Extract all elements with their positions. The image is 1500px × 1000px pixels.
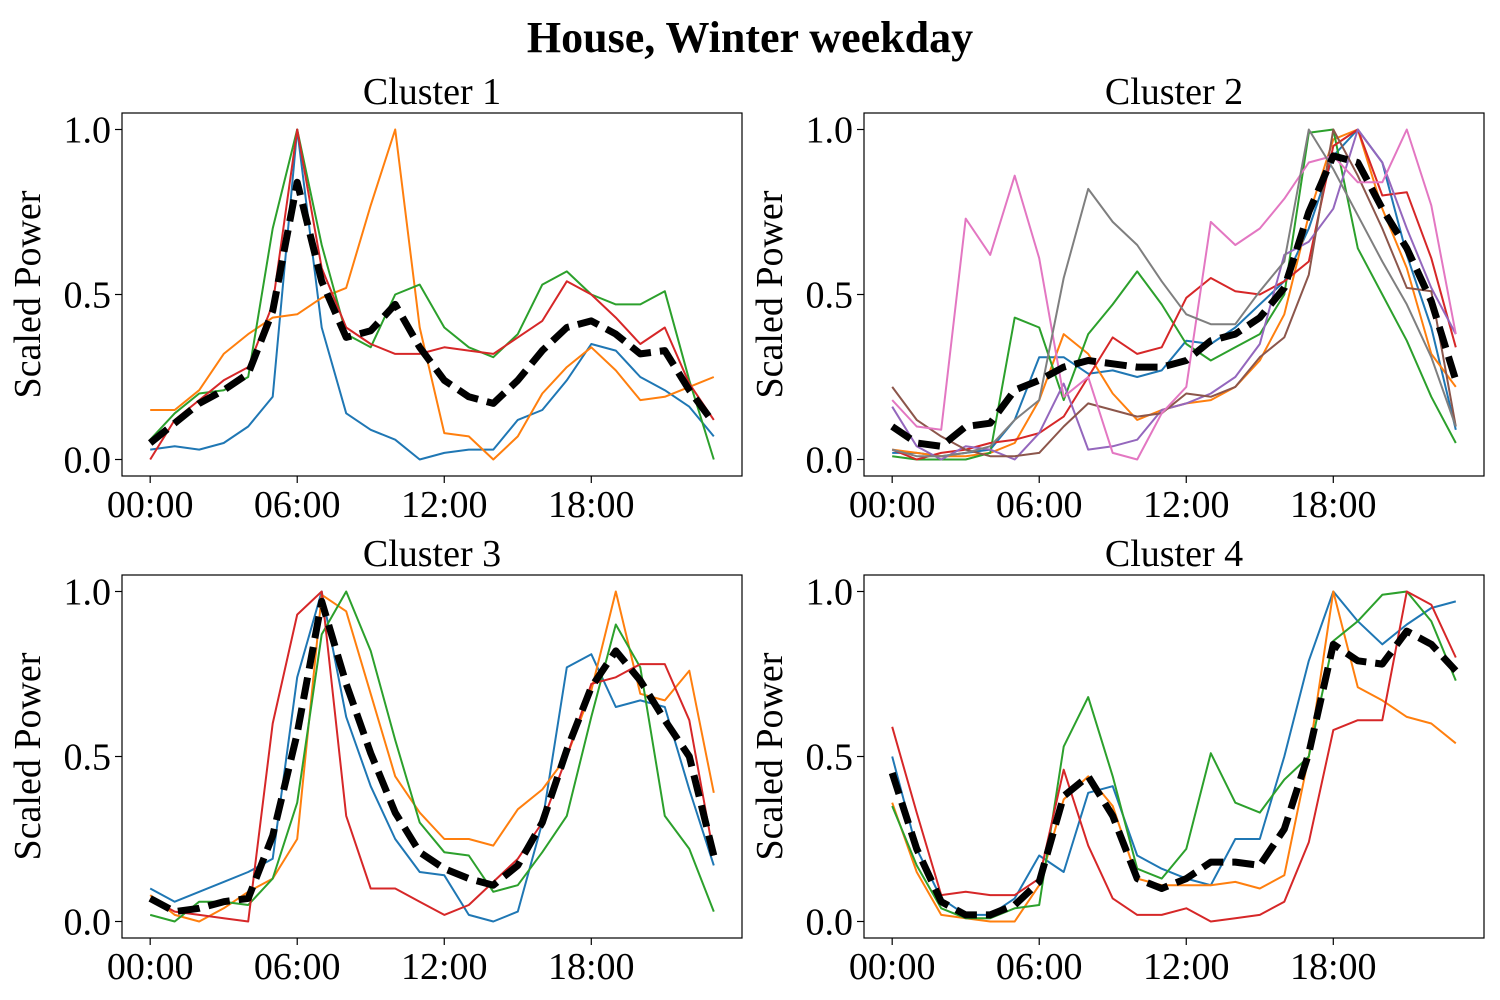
y-axis-label: Scaled Power (7, 190, 49, 398)
chart-title: Cluster 2 (1105, 71, 1243, 113)
y-tick-label: 1.0 (806, 572, 854, 614)
y-tick-label: 1.0 (806, 110, 854, 152)
chart-panel-2: Cluster 2 Scaled Power 0.0 0.5 1.0 00:00 06:00… (749, 71, 1485, 526)
y-axis-label: Scaled Power (749, 190, 791, 398)
y-tick-label: 0.0 (806, 440, 854, 482)
chart-title: Cluster 4 (1105, 533, 1243, 575)
x-tick-label: 00:00 (107, 946, 194, 988)
mean-line (148, 597, 718, 916)
mean-line (148, 178, 717, 446)
y-tick-label: 0.0 (806, 902, 854, 944)
series-line-1 (149, 590, 715, 923)
series-line-6 (891, 128, 1457, 458)
chart-title: Cluster 3 (363, 533, 501, 575)
series-line-3 (149, 128, 715, 460)
x-tick-label: 06:00 (254, 484, 341, 526)
series-line-3 (892, 128, 1457, 461)
x-tick-label: 00:00 (107, 484, 194, 526)
chart-panel-4: Cluster 4 Scaled Power 0.0 0.5 1.0 00:00 06:00… (749, 533, 1485, 988)
y-tick-label: 0.5 (806, 737, 854, 779)
plot-frame (121, 112, 743, 477)
plot-frame (863, 574, 1485, 939)
x-tick-label: 12:00 (401, 946, 488, 988)
chart-panel-1: Cluster 1 Scaled Power 0.0 0.5 1.0 00:00 06:00… (7, 71, 743, 526)
chart-title: Cluster 1 (363, 71, 501, 113)
plot-frame (121, 574, 743, 939)
series-line-3 (891, 590, 1457, 920)
y-tick-label: 1.0 (64, 110, 112, 152)
series-line-2 (150, 128, 715, 461)
x-tick-label: 12:00 (1143, 946, 1230, 988)
series-line-2 (149, 590, 715, 923)
x-tick-label: 18:00 (548, 946, 635, 988)
series-line-1 (891, 590, 1457, 916)
series-line-1 (150, 128, 715, 461)
x-tick-label: 12:00 (401, 484, 488, 526)
y-axis-label: Scaled Power (7, 652, 49, 860)
series-line-2 (891, 590, 1457, 923)
plot-frame (863, 112, 1485, 477)
chart-panel-3: Cluster 3 Scaled Power 0.0 0.5 1.0 00:00 06:00… (7, 533, 743, 988)
x-tick-label: 12:00 (1143, 484, 1230, 526)
x-tick-label: 00:00 (849, 484, 936, 526)
y-tick-label: 0.5 (64, 275, 112, 317)
series-line-4 (149, 128, 715, 461)
mean-line (890, 152, 1460, 450)
series-line-3 (149, 590, 715, 923)
figure-title: House, Winter weekday (527, 13, 973, 62)
x-tick-label: 00:00 (849, 946, 936, 988)
series-line-7 (891, 128, 1457, 461)
y-tick-label: 1.0 (64, 572, 112, 614)
mean-line (888, 627, 1459, 919)
y-tick-label: 0.0 (64, 902, 112, 944)
y-tick-label: 0.0 (64, 440, 112, 482)
x-tick-label: 18:00 (1290, 946, 1377, 988)
y-tick-label: 0.5 (806, 275, 854, 317)
y-axis-label: Scaled Power (749, 652, 791, 860)
x-tick-label: 18:00 (1290, 484, 1377, 526)
series-line-5 (891, 128, 1457, 461)
x-tick-label: 06:00 (996, 946, 1083, 988)
series-line-4 (891, 590, 1457, 923)
x-tick-label: 06:00 (996, 484, 1083, 526)
y-tick-label: 0.5 (64, 737, 112, 779)
series-line-4 (149, 590, 715, 923)
x-tick-label: 06:00 (254, 946, 341, 988)
series-line-4 (891, 128, 1457, 461)
series-line-8 (891, 128, 1457, 458)
x-tick-label: 18:00 (548, 484, 635, 526)
